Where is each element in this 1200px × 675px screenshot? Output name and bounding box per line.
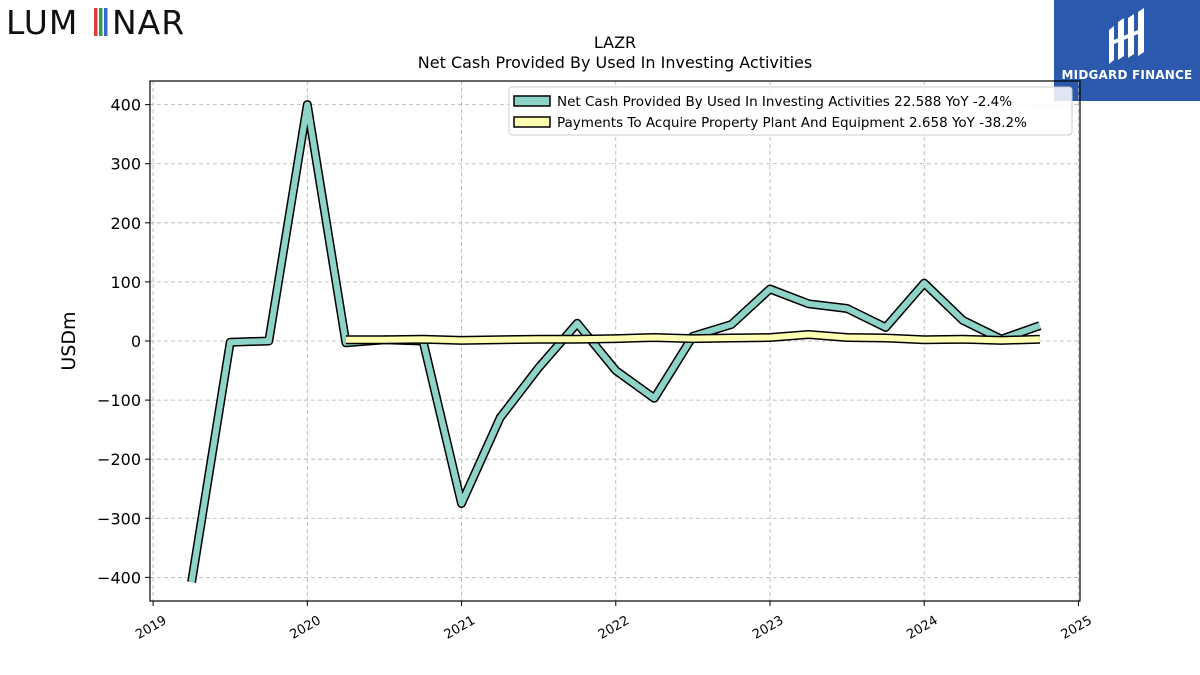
y-tick-label: −200: [97, 450, 141, 469]
y-tick-label: 200: [110, 214, 141, 233]
y-axis-label: USDm: [58, 311, 80, 370]
y-tick-label: −100: [97, 391, 141, 410]
legend-swatch-2: [513, 116, 551, 128]
x-tick-label: 2024: [904, 613, 940, 643]
x-tick-label: 2020: [287, 613, 323, 643]
legend-box: [508, 86, 1073, 136]
legend-label-1: Net Cash Provided By Used In Investing A…: [557, 94, 1012, 110]
y-tick-label: 400: [110, 96, 141, 115]
luminar-logo: LUM NAR: [6, 2, 206, 42]
axes: −400 −300 −200 −100 0 100 200 300 400 2019 2020 202…: [97, 96, 1095, 643]
y-tick-label: −400: [97, 568, 141, 587]
y-tick-label: 100: [110, 273, 141, 292]
svg-text:LUM: LUM: [6, 3, 78, 42]
x-tick-label: 2021: [442, 613, 478, 643]
series-1-line: [188, 101, 1041, 583]
x-tick-label: 2022: [596, 613, 632, 643]
legend: Net Cash Provided By Used In Investing A…: [508, 86, 1073, 136]
midgard-brand-text: MIDGARD FINANCE: [1061, 68, 1193, 82]
series-layer: [187, 100, 1042, 583]
y-tick-label: 300: [110, 155, 141, 174]
y-tick-label: −300: [97, 509, 141, 528]
chart-title: LAZR: [594, 33, 636, 52]
x-tick-label: 2019: [133, 613, 169, 643]
series-2-line: [345, 331, 1040, 344]
y-tick-label: 0: [131, 332, 141, 351]
midgard-mark-icon: [1109, 8, 1144, 64]
legend-label-2: Payments To Acquire Property Plant And E…: [557, 115, 1027, 131]
x-tick-label: 2025: [1059, 613, 1095, 643]
x-tick-label: 2023: [750, 613, 786, 643]
legend-swatch-1: [513, 95, 551, 107]
chart-subtitle: Net Cash Provided By Used In Investing A…: [418, 53, 812, 72]
svg-text:NAR: NAR: [112, 3, 185, 42]
